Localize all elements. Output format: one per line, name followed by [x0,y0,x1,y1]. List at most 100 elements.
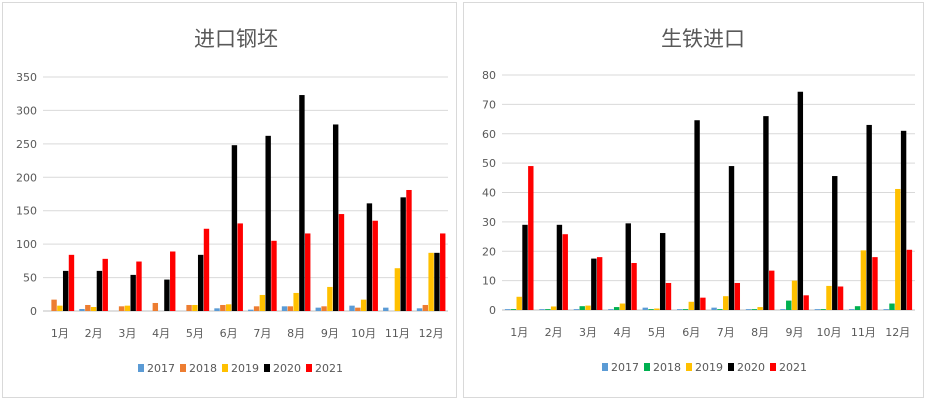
bar-2021-8 [769,270,775,310]
bar-2018-2 [545,309,551,310]
bar-2020-8 [763,116,769,310]
bar-2017-2 [79,308,85,311]
bar-2019-7 [259,294,266,311]
legend-swatch-2017 [602,363,608,371]
bar-2020-4 [625,223,631,310]
legend-label: 2019 [695,361,723,374]
y-tick-label: 350 [16,71,37,84]
bar-2018-9 [786,300,792,310]
bar-2020-9 [332,124,339,312]
bar-2019-8 [757,307,763,310]
bar-2020-11 [400,197,406,311]
bar-2017-7 [711,307,717,310]
x-tick-label: 4月 [152,327,170,340]
bar-2021-2 [102,258,108,311]
legend-label: 2018 [653,361,681,374]
y-tick-label: 150 [16,205,37,218]
y-tick-label: 0 [489,304,496,317]
x-tick-label: 8月 [751,326,769,339]
bar-2019-6 [225,304,232,311]
bar-2021-1 [68,254,75,311]
legend-swatch-2018 [644,363,650,371]
bar-2018-6 [682,309,689,310]
y-tick-label: 0 [30,305,37,318]
bar-2020-1 [522,224,528,310]
y-tick-label: 300 [16,104,37,117]
legend-swatch-2021 [770,363,776,371]
x-tick-label: 7月 [253,327,271,340]
bar-2020-5 [659,233,666,310]
legend-swatch-2020 [264,364,270,372]
bar-2018-11 [854,306,861,310]
bar-2020-9 [797,91,804,311]
bar-2017-9 [315,307,321,311]
bar-2021-9 [803,295,809,310]
bar-2017-2 [539,309,545,310]
x-tick-label: 2月 [545,326,563,339]
bar-2021-4 [631,263,637,310]
y-tick-label: 10 [482,275,496,288]
x-tick-label: 5月 [186,327,204,340]
bar-2021-12 [906,249,913,310]
bar-2018-8 [751,309,758,310]
bar-2018-3 [579,306,585,310]
bar-2021-5 [203,228,210,311]
bar-2020-7 [728,166,735,310]
legend-swatch-2019 [222,364,228,372]
bar-2017-4 [608,309,614,310]
legend-label: 2020 [737,361,765,374]
bar-2021-2 [562,234,568,310]
bar-2018-12 [889,303,895,310]
x-tick-label: 5月 [648,326,666,339]
y-tick-label: 200 [16,171,37,184]
bar-2018-7 [253,306,260,311]
bar-2017-9 [780,309,786,310]
bar-2018-4 [152,302,159,311]
bar-2019-12 [428,252,434,311]
bar-2018-9 [321,306,327,311]
x-tick-label: 9月 [321,327,339,340]
bar-2019-3 [585,305,591,310]
x-tick-label: 8月 [287,327,305,340]
bar-2021-4 [170,251,176,311]
x-tick-label: 4月 [613,326,631,339]
bar-2019-2 [550,306,557,310]
bar-2021-3 [136,261,142,311]
bar-2019-6 [688,301,694,310]
chart-canvas: 生铁进口 0 10 20 30 40 50 60 70 80 1月 2月 3月 4月 5月 6月 7月 8月 9月 1… [482,27,915,374]
legend-swatch-2021 [306,364,312,372]
bar-2017-8 [745,309,752,310]
bar-2019-12 [895,188,901,310]
bar-2020-1 [62,270,69,311]
bar-2020-12 [900,130,907,310]
bar-2019-4 [619,303,626,310]
x-tick-label: 6月 [682,326,700,339]
bar-2021-5 [665,282,672,310]
bar-2019-9 [791,280,798,310]
x-tick-label: 1月 [510,326,528,339]
bar-2019-10 [360,299,367,311]
bar-2017-7 [248,309,254,311]
bar-2019-11 [860,250,867,310]
y-tick-label: 30 [482,216,496,229]
bar-2020-7 [265,135,271,311]
bar-2021-10 [372,220,378,311]
x-tick-label: 7月 [717,326,735,339]
x-tick-label: 12月 [885,326,910,339]
bar-2018-6 [220,304,226,311]
bar-2020-8 [299,95,305,312]
x-tick-label: 10月 [351,327,376,340]
bar-2018-10 [820,309,826,310]
bar-2017-12 [416,308,423,311]
bar-2021-12 [440,233,446,311]
bar-2018-8 [287,306,294,311]
bar-2018-4 [613,307,620,310]
y-tick-label: 100 [16,238,37,251]
bar-2019-11 [394,268,401,311]
bar-2021-8 [305,233,311,311]
legend-label: 2017 [611,361,639,374]
bar-2021-3 [596,257,603,310]
bar-2019-7 [723,296,729,310]
bar-2020-5 [197,254,204,311]
bar-2017-6 [676,309,683,310]
